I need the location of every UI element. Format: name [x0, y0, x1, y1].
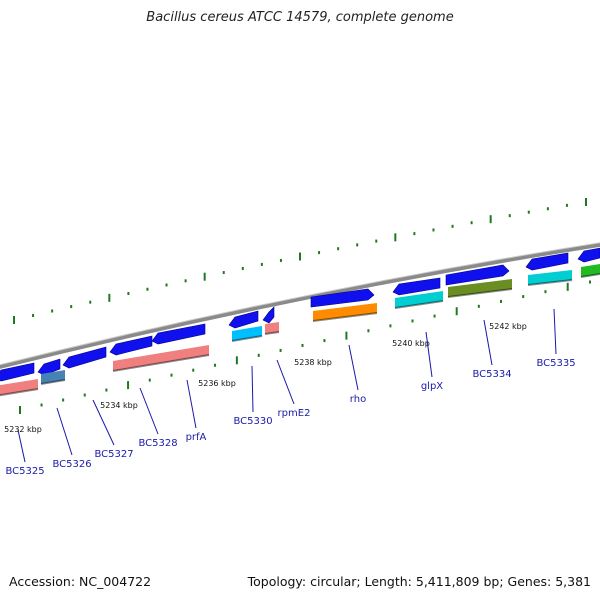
gene-arrow: [228, 310, 259, 329]
gene-label: glpX: [421, 381, 443, 392]
leader-line: [348, 344, 359, 391]
gene-bar-shadow: [112, 354, 210, 372]
gene-bar: [232, 326, 262, 341]
gene-bar: [395, 291, 443, 308]
gene-bar-shadow: [264, 331, 280, 335]
gene-bar-shadow: [394, 300, 444, 309]
gene-arrow: [62, 346, 107, 369]
gene-bar: [265, 322, 279, 334]
leader-line: [425, 331, 433, 378]
gene-label: BC5330: [233, 416, 272, 427]
gene-bar: [113, 345, 209, 371]
lower-scale-ticks: [19, 280, 591, 414]
upper-scale-ticks: [13, 198, 587, 324]
scale-label: 5236 kbp: [198, 379, 236, 388]
scale-label: 5234 kbp: [100, 401, 138, 410]
scale-label: 5232 kbp: [4, 425, 42, 434]
gene-label: rho: [350, 394, 366, 405]
gene-label: BC5325: [5, 466, 44, 477]
gene-bar-shadow: [0, 388, 39, 397]
gene-arrow: [151, 323, 206, 345]
scale-labels: 5232 kbp 5234 kbp 5236 kbp 5238 kbp 5240 kbp…: [4, 322, 527, 434]
leader-line: [483, 319, 493, 366]
gene-bar: [313, 303, 377, 321]
accession-text: Accession: NC_004722: [9, 574, 152, 589]
scale-label: 5238 kbp: [294, 358, 332, 367]
gene-label: BC5327: [94, 449, 133, 460]
gene-arrow: [525, 252, 569, 271]
leader-line: [17, 429, 26, 463]
backbone-highlight: [0, 242, 600, 366]
label-leaders: [17, 308, 557, 463]
gene-bars: [0, 264, 600, 397]
gene-arrow: [392, 277, 441, 296]
genome-summary-text: Topology: circular; Length: 5,411,809 bp…: [247, 574, 591, 589]
gene-arrow: [445, 264, 510, 286]
gene-bar: [581, 264, 600, 277]
gene-bar: [528, 270, 572, 285]
backbone-line: [0, 242, 600, 369]
scale-label: 5240 kbp: [392, 339, 430, 348]
gene-bar: [41, 370, 65, 384]
leader-line: [56, 407, 73, 456]
gene-bar-shadow: [40, 379, 66, 385]
leader-line: [92, 399, 115, 446]
gene-bar: [0, 379, 38, 396]
gene-arrows: [0, 247, 600, 382]
leader-line: [186, 379, 197, 429]
scale-label: 5242 kbp: [489, 322, 527, 331]
map-title: Bacillus cereus ATCC 14579, complete gen…: [146, 10, 454, 25]
genome-backbone: [0, 242, 600, 369]
gene-arrow: [262, 306, 275, 324]
leader-line: [553, 308, 557, 355]
gene-label: BC5328: [138, 438, 177, 449]
leader-line: [139, 387, 159, 435]
gene-bar-shadow: [580, 273, 600, 278]
gene-bar-shadow: [447, 288, 513, 298]
gene-arrow: [577, 247, 600, 263]
gene-arrow: [310, 288, 375, 308]
gene-arrow: [0, 362, 35, 382]
gene-label: rpmE2: [278, 408, 311, 419]
leader-line: [251, 365, 254, 413]
gene-label: BC5334: [472, 369, 511, 380]
gene-label: BC5326: [52, 459, 91, 470]
gene-bar-shadow: [231, 335, 263, 342]
leader-line: [276, 359, 295, 405]
gene-label: BC5335: [536, 358, 575, 369]
gene-bar-shadow: [527, 279, 573, 286]
gene-bar: [448, 279, 512, 297]
gene-label: prfA: [186, 432, 207, 443]
gene-bar-shadow: [312, 312, 378, 322]
